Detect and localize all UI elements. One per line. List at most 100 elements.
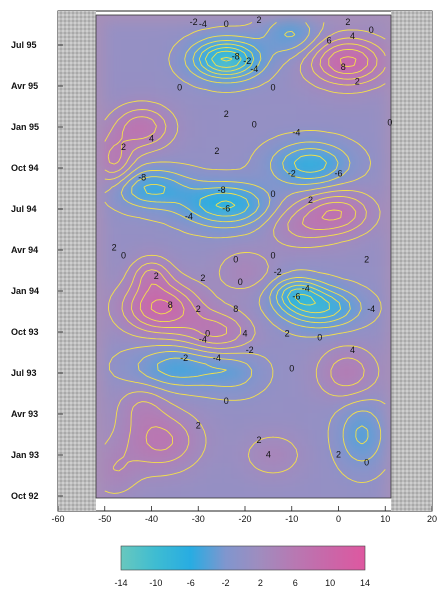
heat-cell	[372, 152, 386, 170]
heat-cell	[244, 412, 259, 430]
heat-cell	[308, 363, 323, 381]
heat-cell	[308, 21, 323, 40]
heat-cell	[359, 87, 374, 105]
heat-cell	[219, 233, 233, 251]
heat-cell	[244, 200, 259, 219]
heat-cell	[333, 363, 348, 381]
heat-cell	[117, 282, 131, 300]
heat-cell	[359, 331, 374, 349]
heat-cell	[359, 38, 374, 56]
heat-cell	[321, 347, 335, 365]
heat-cell	[180, 168, 195, 186]
colorbar-tick-label: -10	[149, 578, 162, 588]
heat-cell	[206, 21, 221, 40]
heat-cell	[359, 21, 374, 40]
heat-cell	[333, 428, 348, 446]
heat-cell	[104, 70, 119, 88]
contour-label: -4	[367, 304, 375, 314]
heat-cell	[270, 379, 284, 397]
heat-cell	[206, 396, 221, 414]
heat-cell	[359, 70, 374, 88]
heat-cell	[180, 87, 195, 105]
contour-label: 0	[387, 117, 392, 127]
heat-cell	[333, 103, 348, 121]
heat-cell	[155, 493, 170, 498]
heat-cell	[244, 38, 259, 56]
contour-label: -4	[199, 335, 207, 345]
heat-cell	[117, 103, 131, 121]
heat-cell	[219, 249, 233, 267]
contour-label: 4	[350, 31, 355, 41]
heat-cell	[193, 152, 208, 170]
heat-cell	[321, 233, 335, 251]
heat-cell	[231, 412, 246, 430]
heat-cell	[117, 477, 131, 495]
heat-cell	[359, 265, 374, 284]
y-tick-label: Oct 92	[11, 491, 39, 501]
heat-cell	[372, 233, 386, 251]
heat-cell	[321, 119, 335, 137]
heat-cell	[359, 249, 374, 267]
heat-cell	[359, 135, 374, 154]
heat-cell	[295, 265, 310, 284]
heat-cell	[142, 493, 157, 498]
heat-cell	[104, 282, 119, 300]
heat-cell	[359, 184, 374, 202]
heat-cell	[270, 152, 284, 170]
heat-cell	[321, 152, 335, 170]
heat-cell	[168, 38, 182, 56]
heat-cell	[168, 87, 182, 105]
heat-cell	[180, 119, 195, 137]
heat-cell	[372, 396, 386, 414]
heat-cell	[346, 233, 361, 251]
heat-cell	[270, 477, 284, 495]
y-tick-label: Oct 94	[11, 163, 39, 173]
heat-cell	[219, 379, 233, 397]
contour-label: -6	[222, 203, 230, 213]
heat-cell	[231, 135, 246, 154]
heat-cell	[282, 70, 297, 88]
heat-cell	[295, 119, 310, 137]
heat-cell	[372, 249, 386, 267]
heat-cell	[295, 70, 310, 88]
heat-cell	[219, 493, 233, 498]
heat-cell	[206, 184, 221, 202]
contour-line	[150, 56, 357, 315]
y-tick-label: Avr 95	[11, 81, 38, 91]
heat-cell	[282, 282, 297, 300]
heat-cell	[346, 493, 361, 498]
heat-cell	[346, 477, 361, 495]
y-axis: Oct 92 Jan 93 Avr 93 Jul 93 Oct 93 Jan 94 Avr …	[11, 40, 63, 501]
heat-cell	[193, 103, 208, 121]
heat-cell	[193, 217, 208, 235]
heat-cell	[372, 493, 386, 498]
heat-cell	[231, 168, 246, 186]
heat-cell	[117, 38, 131, 56]
heat-cell	[168, 70, 182, 88]
heat-cell	[257, 38, 272, 56]
heat-cell	[180, 493, 195, 498]
contour-label: 4	[350, 345, 355, 355]
heat-cell	[155, 87, 170, 105]
heat-cell	[346, 38, 361, 56]
heat-cell	[372, 428, 386, 446]
heat-cell	[257, 135, 272, 154]
contour-label: 2	[196, 304, 201, 314]
heat-cell	[333, 265, 348, 284]
heat-cell	[372, 347, 386, 365]
heat-cell	[219, 200, 233, 219]
heat-cell	[142, 249, 157, 267]
heat-cell	[346, 54, 361, 72]
heat-cell	[206, 412, 221, 430]
heat-cell	[193, 119, 208, 137]
heat-cell	[104, 314, 119, 332]
heat-cell	[180, 184, 195, 202]
heat-cell	[333, 412, 348, 430]
heat-cell	[117, 444, 131, 463]
heat-cell	[372, 477, 386, 495]
heat-cell	[359, 347, 374, 365]
heat-cell	[372, 119, 386, 137]
colorbar-tick-label: 10	[325, 578, 335, 588]
y-tick-label: Avr 93	[11, 409, 38, 419]
heat-cell	[155, 331, 170, 349]
